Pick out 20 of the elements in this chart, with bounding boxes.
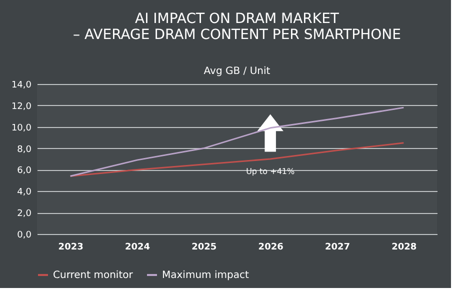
x-tick-label: 2023 — [58, 242, 84, 252]
y-axis-title: Avg GB / Unit — [204, 66, 270, 77]
y-tick-label: 8,0 — [17, 144, 32, 155]
legend-label: Current monitor — [53, 270, 134, 281]
x-tick-label: 2026 — [258, 242, 284, 252]
x-tick-label: 2025 — [192, 242, 217, 252]
x-tick-label: 2028 — [392, 242, 417, 252]
y-tick-label: 14,0 — [11, 80, 32, 90]
y-tick-label: 12,0 — [11, 102, 32, 112]
chart-title: AI IMPACT ON DRAM MARKET – AVERAGE DRAM CONTENT PER SMARTPHONE — [73, 11, 401, 43]
y-tick-label: 2,0 — [17, 209, 32, 220]
y-tick-label: 4,0 — [17, 188, 32, 198]
y-tick-label: 0,0 — [17, 230, 32, 240]
x-tick-label: 2024 — [124, 242, 150, 252]
line-series — [70, 106, 404, 177]
line-series — [70, 142, 404, 177]
x-tick-label: 2027 — [324, 242, 350, 252]
y-tick-label: 6,0 — [17, 166, 32, 176]
legend-label: Maximum impact — [162, 270, 249, 281]
y-tick-label: 10,0 — [11, 123, 32, 134]
